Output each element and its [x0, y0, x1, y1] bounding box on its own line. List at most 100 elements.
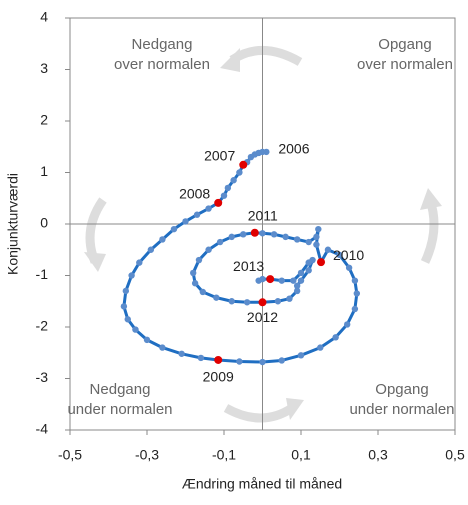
point [324, 246, 332, 253]
point [193, 211, 201, 218]
point [178, 350, 185, 357]
point [259, 358, 266, 366]
y-tick-label: -2 [36, 318, 49, 334]
y-tick-label: 0 [40, 215, 48, 231]
point [195, 256, 203, 264]
point [336, 251, 343, 259]
quadrant-label: Opgang [378, 36, 431, 53]
arrow-left [85, 197, 107, 264]
arrow-right [420, 198, 439, 264]
point [124, 316, 131, 323]
highlight-point [214, 355, 223, 364]
y-axis-label: Konjunkturværdi [5, 173, 21, 275]
y-tick-label: 1 [40, 163, 48, 179]
point [351, 277, 359, 284]
point [230, 177, 237, 184]
quadrant-label: under normalen [67, 401, 172, 418]
year-label: 2011 [248, 207, 278, 223]
point [305, 238, 312, 246]
point [159, 236, 166, 243]
quadrant-label: over normalen [114, 56, 210, 73]
y-tick-label: -3 [36, 369, 49, 385]
point [190, 269, 197, 277]
point [345, 264, 353, 271]
year-label: 2008 [179, 186, 210, 202]
year-label: 2013 [233, 258, 264, 274]
quadrant-label: Nedgang [132, 36, 193, 53]
highlight-point [317, 258, 326, 267]
point [199, 288, 207, 296]
point [297, 269, 305, 277]
highlight-point [250, 228, 259, 237]
x-tick-label: -0,3 [135, 447, 159, 463]
arrow-head [220, 48, 240, 72]
point [274, 298, 282, 305]
x-tick-label: 0,1 [291, 447, 311, 463]
arrow-top [229, 46, 303, 66]
x-tick-label: -0,1 [212, 447, 236, 463]
point [315, 225, 322, 233]
point [278, 277, 285, 284]
point [282, 233, 289, 241]
point [293, 282, 301, 289]
point [197, 354, 205, 362]
point [293, 236, 301, 243]
point [313, 233, 320, 241]
point [317, 344, 324, 351]
point [255, 277, 262, 284]
arrow-bottom [223, 404, 295, 423]
arrow-head [84, 252, 106, 272]
highlight-point [258, 298, 267, 307]
point [228, 298, 235, 305]
point [240, 231, 247, 238]
x-axis-label: Ændring måned til måned [182, 476, 342, 492]
quadrant-label: Opgang [375, 381, 428, 398]
y-tick-label: 2 [40, 112, 48, 128]
year-label: 2012 [247, 309, 278, 325]
year-label: 2010 [333, 247, 364, 263]
quadrant-label: over normalen [357, 56, 453, 73]
arrow-head [420, 188, 442, 210]
year-label: 2009 [203, 369, 234, 385]
x-tick-label: -0,5 [58, 447, 82, 463]
y-tick-label: 3 [40, 60, 48, 76]
arrow-head [286, 398, 304, 420]
point [297, 277, 305, 284]
quadrant-label: under normalen [349, 401, 454, 418]
point [305, 267, 312, 274]
y-tick-label: -4 [36, 421, 49, 437]
point [297, 352, 305, 359]
x-tick-label: 0,5 [445, 447, 465, 463]
point [122, 287, 130, 295]
point [270, 231, 278, 238]
point [228, 233, 235, 241]
point [290, 277, 297, 284]
point [259, 230, 266, 237]
point [143, 336, 151, 344]
point [353, 290, 361, 297]
point [182, 218, 189, 225]
point [236, 169, 243, 176]
point [351, 305, 359, 313]
quadrant-label: Nedgang [90, 381, 151, 398]
point [205, 205, 212, 212]
point [236, 358, 243, 365]
point [313, 241, 320, 248]
point [213, 294, 220, 301]
highlight-point [239, 160, 248, 169]
point [278, 357, 285, 364]
point [286, 295, 293, 302]
point [220, 192, 228, 199]
point [224, 184, 232, 192]
x-tick-label: 0,3 [368, 447, 388, 463]
y-tick-label: -1 [36, 266, 49, 282]
year-label: 2006 [278, 141, 309, 157]
point [293, 287, 301, 295]
point [344, 321, 351, 328]
point [332, 334, 339, 341]
point [243, 299, 251, 306]
y-tick-label: 4 [40, 9, 48, 25]
arrow-heads [84, 48, 442, 420]
point [136, 259, 143, 266]
